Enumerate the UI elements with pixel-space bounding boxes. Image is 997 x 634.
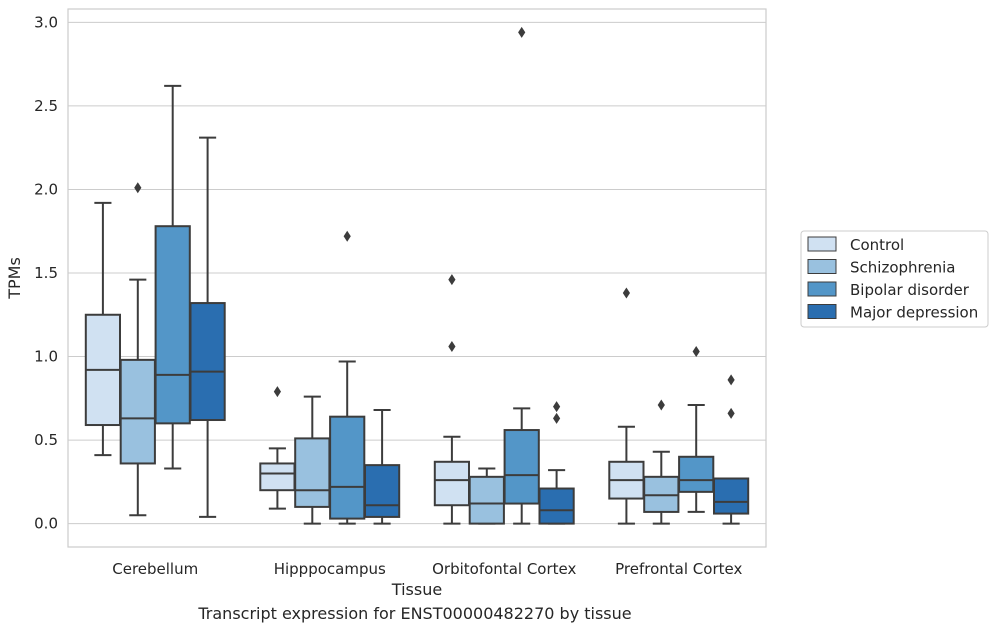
box-3-0 [608, 287, 645, 525]
outlier-point [448, 341, 456, 353]
x-tick-label: Orbitofontal Cortex [432, 560, 576, 578]
box-3-3 [712, 374, 750, 525]
y-tick-label: 0.5 [34, 431, 58, 449]
legend-swatch [807, 259, 837, 274]
box-1-2 [329, 230, 366, 525]
box-3-1 [643, 399, 680, 525]
y-tick-label: 1.0 [34, 348, 58, 366]
outlier-point [553, 401, 561, 413]
legend-label: Major depression [850, 304, 978, 322]
legend: Control Schizophrenia Bipolar disorder Majo… [800, 230, 989, 328]
outlier-point [134, 182, 142, 194]
outlier-point [622, 287, 630, 299]
chart-caption: Transcript expression for ENST0000048227… [198, 604, 632, 623]
legend-swatch [807, 281, 837, 297]
x-tick-label: Cerebellum [112, 560, 198, 578]
y-tick-label: 3.0 [34, 13, 58, 31]
y-tick-label: 2.5 [34, 97, 58, 115]
iqr-box [712, 477, 750, 515]
x-tick-label: Prefrontal Cortex [615, 560, 742, 578]
box-0-1 [119, 182, 156, 517]
box-3-2 [678, 346, 715, 513]
iqr-box [363, 464, 401, 518]
iqr-box [468, 475, 505, 525]
iqr-box [189, 302, 226, 422]
box-2-0 [433, 274, 471, 525]
iqr-box [433, 460, 471, 507]
iqr-box [119, 358, 156, 465]
outlier-point [273, 386, 281, 398]
box-2-3 [538, 401, 575, 525]
iqr-box [329, 415, 366, 520]
iqr-box [294, 437, 331, 508]
x-tick-label: Hipppocampus [274, 560, 386, 578]
outlier-point [727, 374, 735, 386]
box-1-0 [259, 386, 296, 510]
y-tick-label: 1.5 [34, 264, 58, 282]
outlier-point [727, 407, 735, 419]
box-2-2 [503, 26, 540, 525]
iqr-box [678, 455, 715, 493]
box-1-3 [363, 408, 401, 525]
y-tick-labels: 0.0 0.5 1.0 1.5 2.0 2.5 3.0 [34, 13, 58, 532]
x-tick-labels: Cerebellum Hipppocampus Orbitofontal Corte… [112, 560, 742, 578]
y-tick-label: 0.0 [34, 515, 58, 533]
iqr-box [259, 462, 296, 492]
box-1-1 [294, 395, 331, 525]
box-0-0 [84, 201, 122, 457]
y-axis-label: TPMs [5, 257, 24, 300]
legend-frame [800, 230, 989, 328]
outlier-point [657, 399, 665, 411]
box-0-2 [154, 84, 191, 470]
legend-label: Control [850, 236, 904, 254]
box-plot-series [84, 26, 750, 525]
legend-label: Bipolar disorder [850, 281, 970, 299]
outlier-point [518, 26, 526, 38]
legend-swatch [807, 236, 837, 252]
y-tick-label: 2.0 [34, 180, 58, 198]
outlier-point [448, 274, 456, 286]
plot-frame [67, 8, 767, 548]
legend-label: Schizophrenia [850, 259, 955, 277]
outlier-point [553, 412, 561, 424]
legend-swatch [807, 304, 837, 319]
iqr-box [154, 225, 191, 425]
box-2-1 [468, 467, 505, 525]
x-axis-label: Tissue [391, 580, 442, 599]
box-0-3 [189, 136, 226, 518]
iqr-box [503, 429, 540, 505]
outlier-point [343, 230, 351, 242]
outlier-point [692, 346, 700, 358]
iqr-box [538, 487, 575, 525]
